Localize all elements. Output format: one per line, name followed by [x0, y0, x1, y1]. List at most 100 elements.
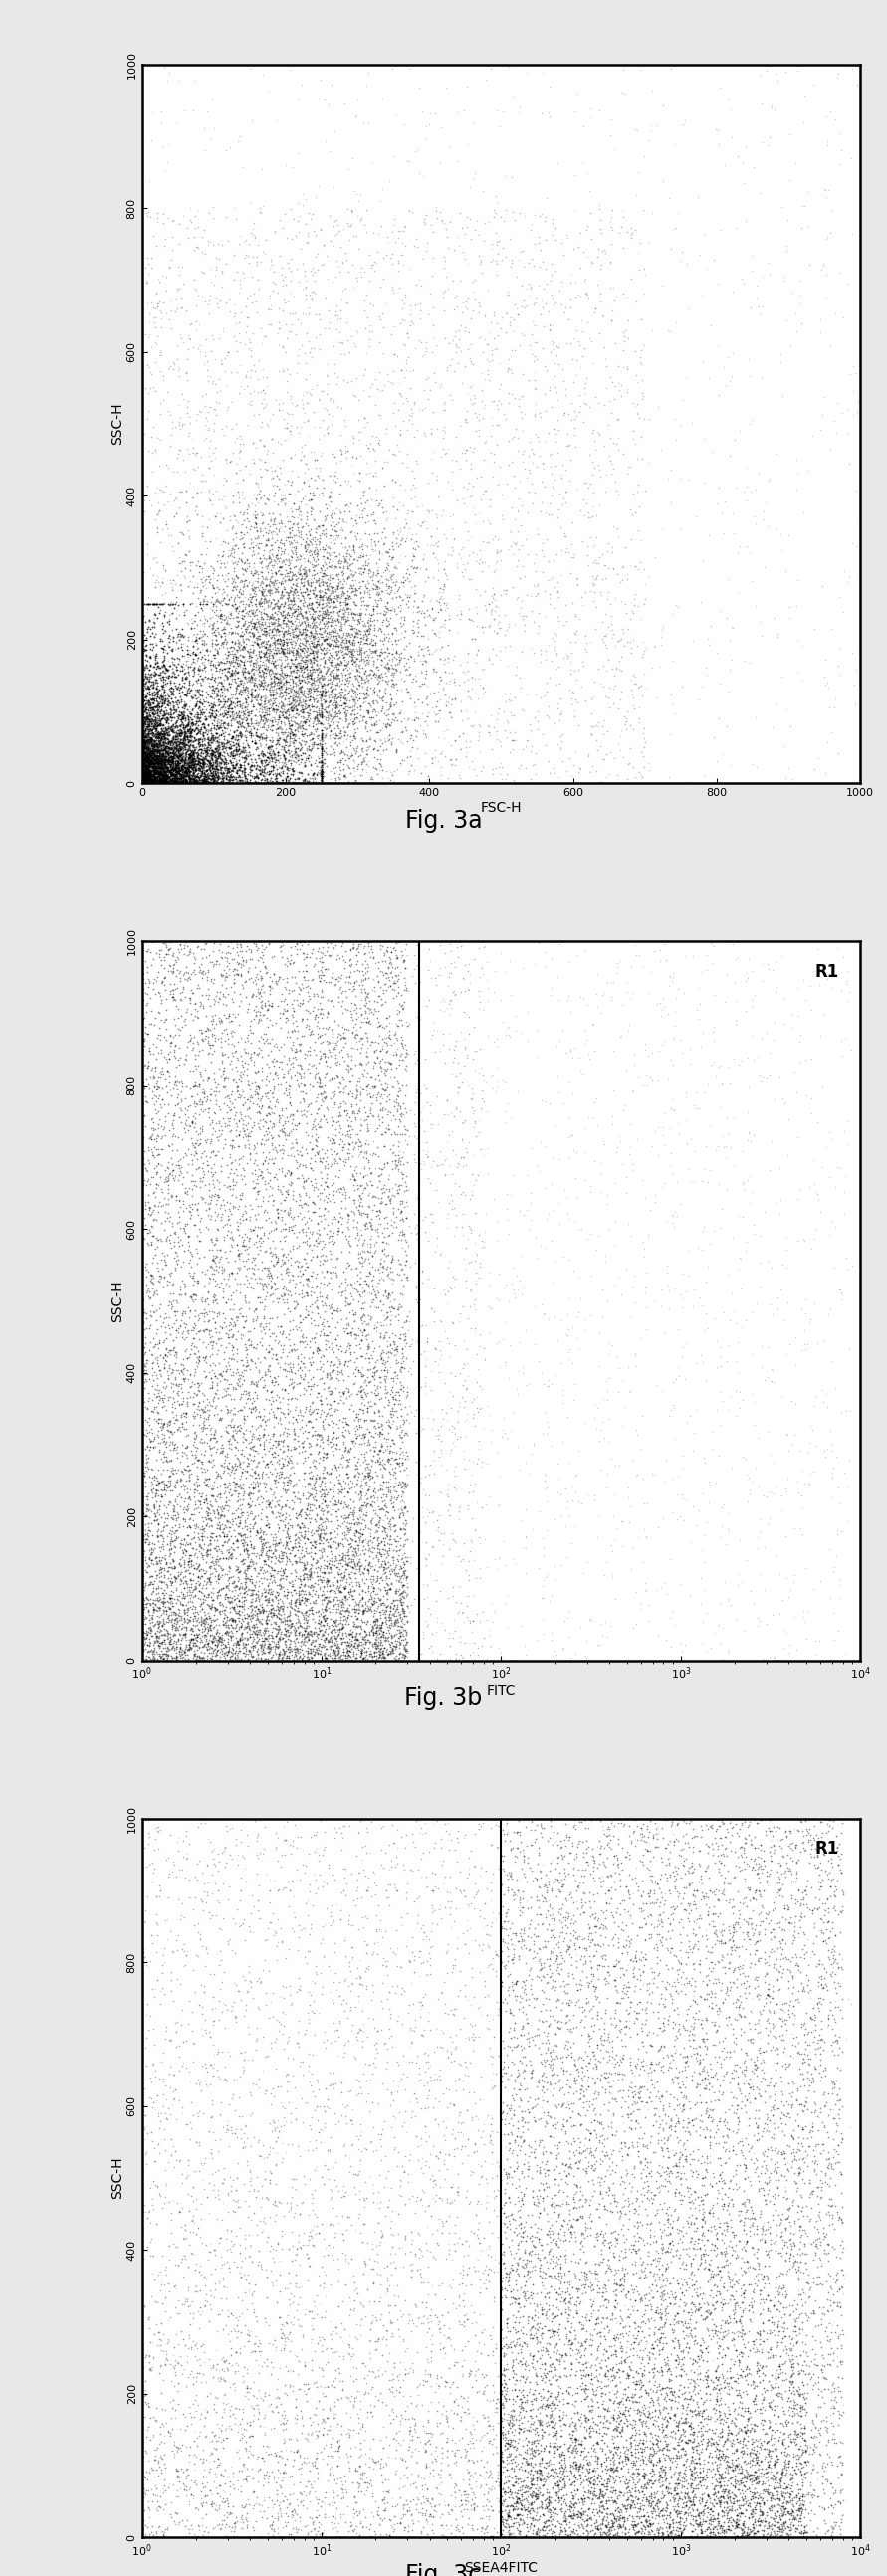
Point	[244, 680, 258, 721]
Point	[390, 938, 404, 979]
Point	[666, 2313, 680, 2354]
Point	[286, 665, 300, 706]
Point	[828, 2473, 842, 2514]
Point	[141, 1814, 155, 1855]
Point	[711, 2334, 726, 2375]
Point	[658, 2287, 672, 2329]
Point	[230, 2501, 244, 2543]
Point	[340, 618, 354, 659]
Point	[714, 2213, 728, 2254]
Point	[152, 739, 166, 781]
Point	[377, 1546, 391, 1587]
Point	[140, 1046, 154, 1087]
Point	[498, 1922, 512, 1963]
Point	[352, 1528, 366, 1569]
Point	[173, 696, 187, 737]
Point	[189, 1373, 203, 1414]
Point	[390, 989, 404, 1030]
Point	[209, 693, 224, 734]
Point	[165, 724, 179, 765]
Point	[578, 2342, 593, 2383]
Point	[254, 2331, 268, 2372]
Point	[467, 1623, 481, 1664]
Point	[330, 554, 344, 595]
Point	[414, 1486, 428, 1528]
Point	[204, 1540, 218, 1582]
Point	[381, 1041, 396, 1082]
Point	[194, 1638, 208, 1680]
Point	[780, 2097, 794, 2138]
Point	[490, 2432, 504, 2473]
Point	[232, 665, 247, 706]
Point	[726, 2313, 741, 2354]
Point	[258, 611, 272, 652]
Point	[335, 2360, 349, 2401]
Point	[616, 2161, 631, 2202]
Point	[310, 1556, 324, 1597]
Point	[309, 1945, 323, 1986]
Point	[487, 2251, 501, 2293]
Point	[159, 1334, 173, 1376]
Point	[604, 979, 618, 1020]
Point	[177, 739, 191, 781]
Point	[591, 2439, 605, 2481]
Point	[515, 2239, 530, 2280]
Point	[450, 2393, 464, 2434]
Point	[461, 1577, 475, 1618]
Point	[223, 711, 237, 752]
Point	[195, 232, 209, 273]
Point	[797, 2406, 811, 2447]
Point	[417, 2458, 431, 2499]
Point	[390, 1332, 404, 1373]
Point	[537, 2038, 551, 2079]
Point	[389, 1525, 404, 1566]
Point	[352, 1976, 366, 2017]
Point	[239, 1984, 253, 2025]
Point	[170, 1291, 184, 1332]
Point	[256, 1623, 271, 1664]
Point	[414, 629, 428, 670]
Point	[769, 2401, 783, 2442]
Point	[170, 1203, 184, 1244]
Point	[143, 1422, 157, 1463]
Point	[195, 1082, 209, 1123]
Point	[145, 2177, 160, 2218]
Point	[295, 533, 310, 574]
Point	[156, 1337, 170, 1378]
Point	[306, 670, 320, 711]
Point	[506, 2414, 521, 2455]
Point	[187, 703, 201, 744]
Point	[508, 994, 522, 1036]
Point	[687, 1159, 701, 1200]
Point	[393, 1273, 407, 1314]
Point	[246, 569, 260, 611]
Point	[276, 1234, 290, 1275]
Point	[294, 1571, 308, 1613]
Point	[781, 2517, 796, 2558]
Point	[279, 1236, 293, 1278]
Point	[321, 477, 335, 518]
Point	[514, 2097, 529, 2138]
Point	[137, 752, 152, 793]
Point	[379, 1461, 393, 1502]
Point	[374, 1911, 389, 1953]
Point	[208, 1600, 222, 1641]
Point	[628, 546, 642, 587]
Point	[214, 2081, 228, 2123]
Point	[729, 2494, 743, 2535]
Point	[237, 1587, 251, 1628]
Point	[239, 1350, 253, 1391]
Point	[337, 595, 351, 636]
Point	[571, 1291, 585, 1332]
Point	[824, 2463, 838, 2504]
Point	[286, 652, 300, 693]
Point	[199, 760, 213, 801]
Point	[680, 2045, 695, 2087]
Point	[251, 1638, 265, 1680]
Point	[381, 1337, 396, 1378]
Point	[392, 1043, 406, 1084]
Point	[220, 1445, 234, 1486]
Point	[267, 1396, 281, 1437]
Point	[277, 2097, 291, 2138]
Point	[522, 2277, 536, 2318]
